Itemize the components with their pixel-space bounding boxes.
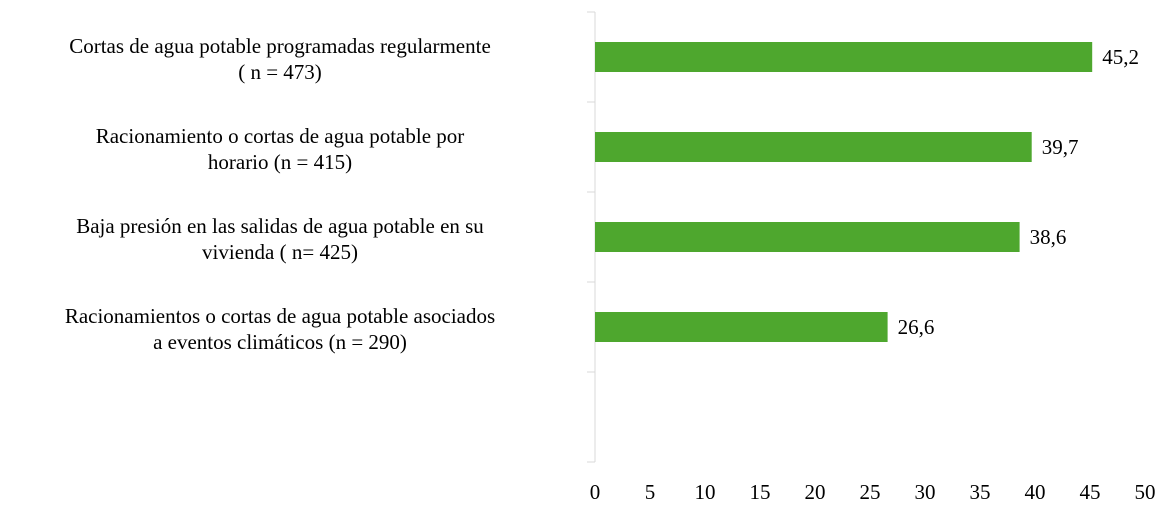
value-label: 26,6 <box>898 315 935 339</box>
x-tick-label: 0 <box>590 480 601 504</box>
category-label: Racionamiento o cortas de agua potable p… <box>95 124 465 174</box>
category-label: Racionamientos o cortas de agua potable … <box>64 304 496 354</box>
bar <box>595 222 1020 252</box>
x-tick-label: 15 <box>750 480 771 504</box>
x-tick-label: 5 <box>645 480 656 504</box>
value-label: 45,2 <box>1102 45 1139 69</box>
x-tick-label: 20 <box>805 480 826 504</box>
x-tick-label: 30 <box>915 480 936 504</box>
x-tick-label: 40 <box>1025 480 1046 504</box>
value-label: 39,7 <box>1042 135 1079 159</box>
bar <box>595 312 888 342</box>
category-label: Cortas de agua potable programadas regul… <box>69 34 491 84</box>
value-label: 38,6 <box>1030 225 1067 249</box>
bar <box>595 132 1032 162</box>
x-tick-label: 45 <box>1080 480 1101 504</box>
x-tick-label: 25 <box>860 480 881 504</box>
category-label: Baja presión en las salidas de agua pota… <box>76 214 484 264</box>
x-tick-label: 50 <box>1135 480 1156 504</box>
x-tick-label: 35 <box>970 480 991 504</box>
x-tick-label: 10 <box>695 480 716 504</box>
bar <box>595 42 1093 72</box>
